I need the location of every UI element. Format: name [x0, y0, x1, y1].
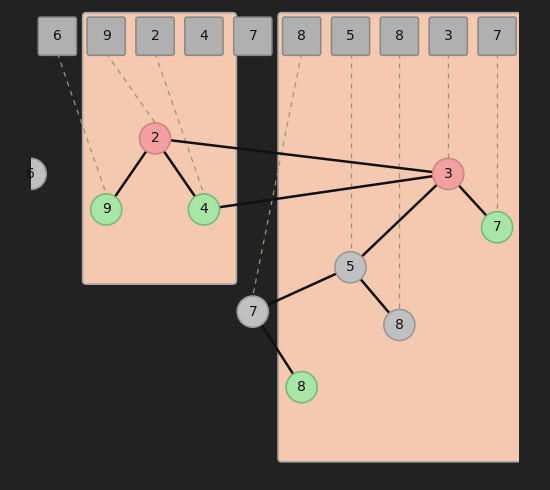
- Text: 6: 6: [26, 167, 35, 181]
- FancyBboxPatch shape: [234, 17, 272, 55]
- Text: 3: 3: [444, 29, 453, 43]
- FancyBboxPatch shape: [283, 17, 321, 55]
- FancyBboxPatch shape: [478, 17, 516, 55]
- Text: 9: 9: [102, 29, 111, 43]
- FancyBboxPatch shape: [82, 13, 237, 284]
- Text: 7: 7: [493, 29, 502, 43]
- Circle shape: [189, 194, 219, 225]
- Circle shape: [482, 212, 513, 243]
- Circle shape: [140, 123, 170, 154]
- Text: 3: 3: [444, 167, 453, 181]
- Text: 4: 4: [200, 202, 208, 217]
- Text: 9: 9: [102, 202, 111, 217]
- Text: 8: 8: [395, 318, 404, 332]
- FancyBboxPatch shape: [185, 17, 223, 55]
- Text: 8: 8: [395, 29, 404, 43]
- Circle shape: [384, 309, 415, 341]
- Text: 8: 8: [297, 380, 306, 394]
- FancyBboxPatch shape: [380, 17, 419, 55]
- Text: 2: 2: [151, 131, 160, 146]
- Circle shape: [335, 252, 366, 283]
- Circle shape: [286, 371, 317, 403]
- Text: 7: 7: [493, 220, 502, 234]
- FancyBboxPatch shape: [278, 13, 523, 462]
- Text: 4: 4: [200, 29, 208, 43]
- Circle shape: [15, 158, 46, 190]
- FancyBboxPatch shape: [136, 17, 174, 55]
- FancyBboxPatch shape: [39, 17, 76, 55]
- Text: 2: 2: [151, 29, 160, 43]
- FancyBboxPatch shape: [332, 17, 370, 55]
- Text: 6: 6: [53, 29, 62, 43]
- FancyBboxPatch shape: [87, 17, 125, 55]
- Text: 5: 5: [346, 29, 355, 43]
- Circle shape: [91, 194, 122, 225]
- Circle shape: [237, 296, 268, 327]
- Circle shape: [433, 158, 464, 190]
- Text: 5: 5: [346, 260, 355, 274]
- FancyBboxPatch shape: [429, 17, 468, 55]
- Text: 8: 8: [297, 29, 306, 43]
- Text: 7: 7: [249, 29, 257, 43]
- Text: 7: 7: [249, 305, 257, 318]
